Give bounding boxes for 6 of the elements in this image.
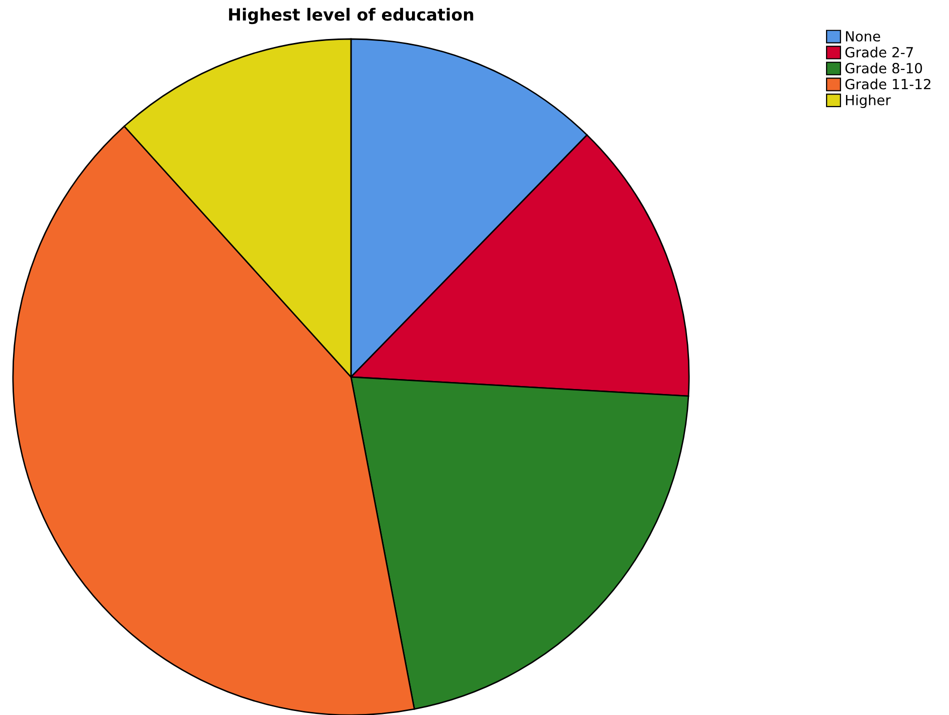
chart-title: Highest level of education bbox=[229, 8, 474, 24]
legend-label: None bbox=[846, 31, 880, 42]
legend-label: Grade 8-10 bbox=[845, 62, 922, 74]
legend-label: Higher bbox=[846, 94, 891, 108]
legend-label: Grade 2-7 bbox=[845, 46, 913, 58]
legend-label: Grade 11-12 bbox=[845, 78, 930, 90]
